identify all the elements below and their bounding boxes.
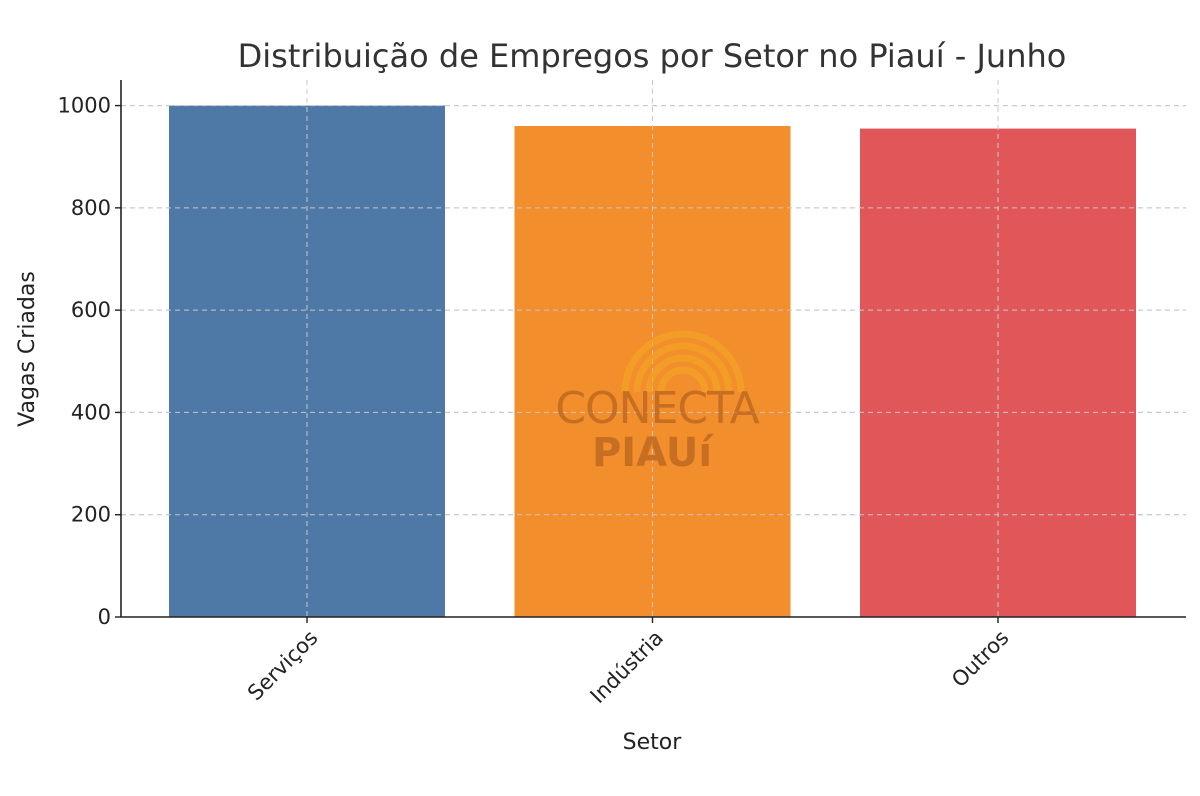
watermark-arc xyxy=(645,354,721,393)
watermark-arc xyxy=(621,330,745,393)
conecta-piaui-watermark-logo: CONECTA PIAUí xyxy=(555,330,761,476)
y-tick-labels: 0 200 400 600 800 1000 xyxy=(58,94,111,629)
y-tick-label: 600 xyxy=(71,298,111,322)
chart-title: Distribuição de Empregos por Setor no Pi… xyxy=(238,37,1067,75)
watermark-arcs-icon xyxy=(621,330,745,393)
y-tick-label: 800 xyxy=(71,196,111,220)
y-tick-label: 0 xyxy=(98,605,111,629)
axes xyxy=(115,80,1186,623)
y-axis-label: Vagas Criadas xyxy=(15,271,40,427)
x-tick-label: Indústria xyxy=(586,626,668,708)
y-tick-label: 400 xyxy=(71,400,111,424)
x-tick-labels: Serviços Indústria Outros xyxy=(243,626,1014,708)
x-tick-label: Outros xyxy=(947,626,1014,693)
y-tick-label: 200 xyxy=(71,503,111,527)
watermark-line2: PIAUí xyxy=(592,430,714,476)
watermark-arc xyxy=(657,366,709,393)
watermark-line1: CONECTA xyxy=(555,383,759,434)
watermark-arc xyxy=(633,342,733,393)
x-tick-label: Serviços xyxy=(243,626,323,706)
x-axis-label: Setor xyxy=(623,730,683,755)
bars xyxy=(121,80,1186,618)
y-tick-label: 1000 xyxy=(58,94,111,118)
